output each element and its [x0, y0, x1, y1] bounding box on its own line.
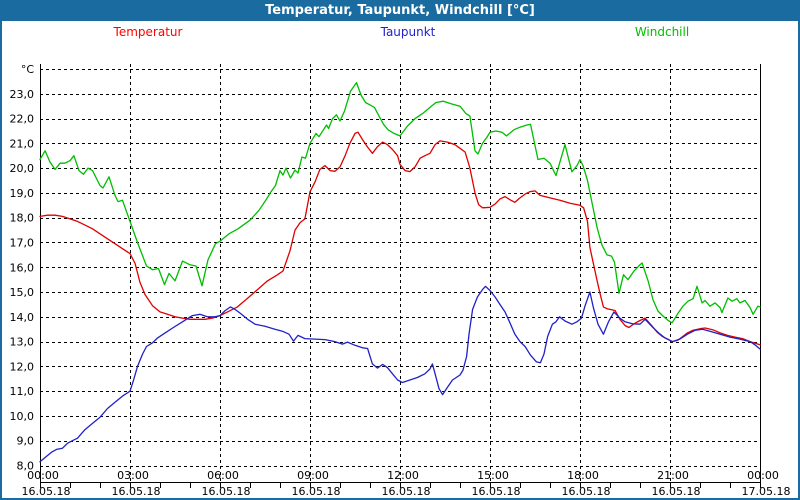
window-title-bar: Temperatur, Taupunkt, Windchill [°C]: [2, 0, 798, 21]
legend-label-windchill: Windchill: [634, 25, 690, 39]
y-axis-tick-label: 23,0: [10, 88, 35, 101]
x-axis-time-label: 18:00: [567, 469, 599, 482]
x-axis-date-label: 16.05.18: [22, 485, 71, 498]
x-axis-time-label: 00:00: [27, 469, 59, 482]
legend-label-taupunkt: Taupunkt: [380, 25, 436, 39]
legend-label-temperatur: Temperatur: [113, 25, 183, 39]
x-axis-date-label: 16.05.18: [292, 485, 341, 498]
y-axis-unit-label: °C: [21, 63, 35, 76]
x-axis-time-label: 21:00: [657, 469, 689, 482]
y-axis-tick-label: 10,0: [10, 410, 35, 423]
y-axis-tick-label: 8,0: [17, 460, 35, 473]
y-axis-tick-label: 22,0: [10, 113, 35, 126]
x-axis-date-label: 16.05.18: [562, 485, 611, 498]
x-axis-time-label: 15:00: [477, 469, 509, 482]
x-axis-time-label: 03:00: [117, 469, 149, 482]
x-axis-date-label: 16.05.18: [382, 485, 431, 498]
y-axis-tick-label: 18,0: [10, 212, 35, 225]
y-axis-tick-label: 11,0: [10, 385, 35, 398]
y-axis-tick-label: 12,0: [10, 360, 35, 373]
x-axis-time-label: 00:00: [747, 469, 779, 482]
y-axis-tick-label: 15,0: [10, 286, 35, 299]
x-axis-date-label: 17.05.18: [742, 485, 791, 498]
chart-plot-area: °C 23,0 22,0 21,0 20,0 19,0 18,0 17,0 16,0 15,0 14…: [10, 63, 791, 498]
y-axis-tick-label: 16,0: [10, 261, 35, 274]
x-axis-date-label: 16.05.18: [652, 485, 701, 498]
series-taupunkt-line: [39, 285, 761, 463]
y-axis-tick-label: 19,0: [10, 187, 35, 200]
x-axis-time-label: 09:00: [297, 469, 329, 482]
x-axis-time-label: 12:00: [387, 469, 419, 482]
y-axis-tick-label: 9,0: [17, 435, 35, 448]
y-axis-tick-label: 14,0: [10, 311, 35, 324]
y-axis-tick-label: 13,0: [10, 336, 35, 349]
series-windchill-line: [39, 81, 761, 324]
window-title: Temperatur, Taupunkt, Windchill [°C]: [265, 3, 535, 18]
x-axis-date-label: 16.05.18: [112, 485, 161, 498]
x-axis-time-label: 06:00: [207, 469, 239, 482]
x-axis-date-label: 16.05.18: [202, 485, 251, 498]
y-axis-tick-label: 21,0: [10, 137, 35, 150]
y-axis-tick-label: 20,0: [10, 162, 35, 175]
x-axis-date-label: 16.05.18: [472, 485, 521, 498]
y-axis-tick-label: 17,0: [10, 236, 35, 249]
